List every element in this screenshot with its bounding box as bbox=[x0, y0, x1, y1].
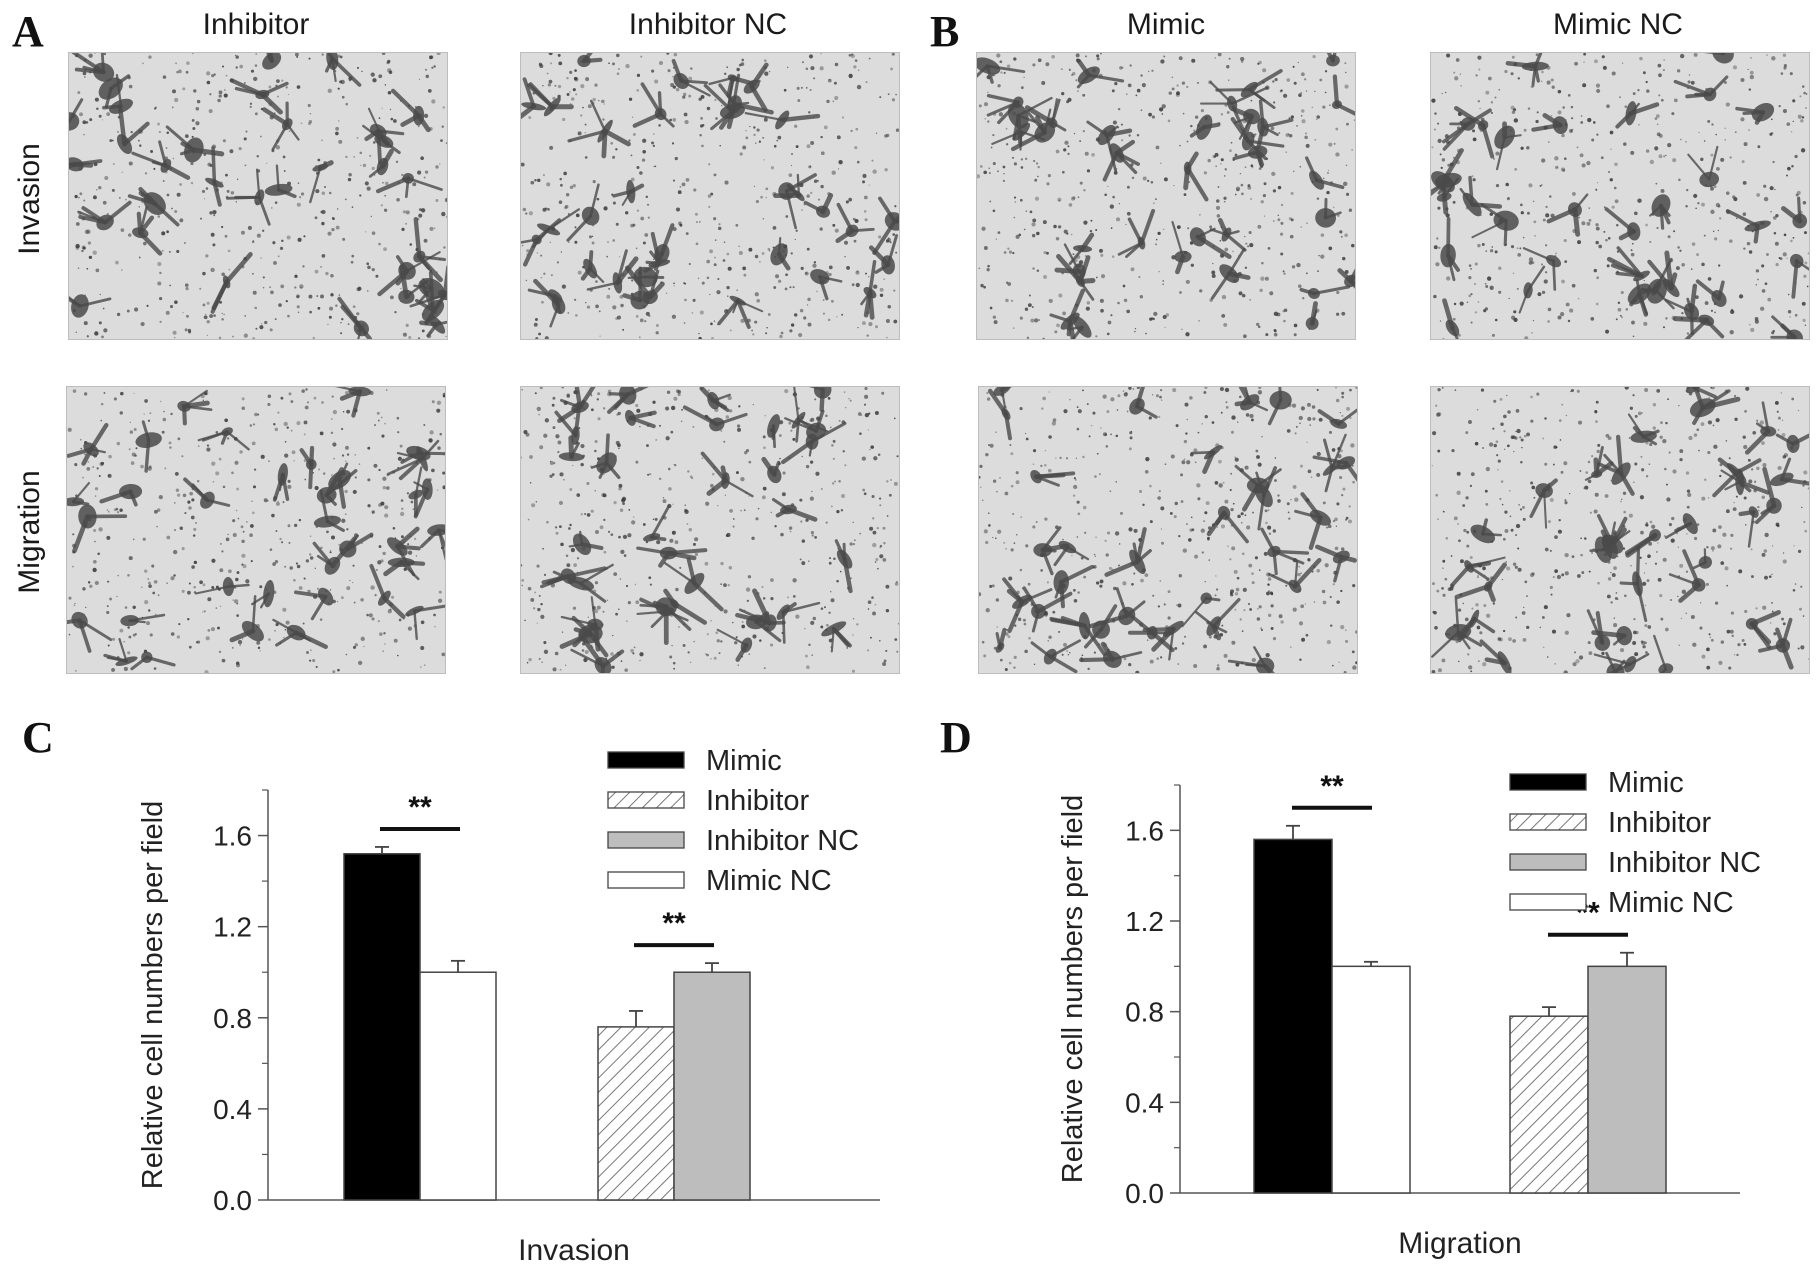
panel-letter-d: D bbox=[940, 713, 972, 762]
legend-label: Inhibitor NC bbox=[706, 825, 859, 857]
column-label-mimic: Mimic bbox=[1126, 8, 1206, 41]
bar-inhibitor bbox=[1509, 1015, 1589, 1194]
legend-swatch bbox=[607, 871, 685, 889]
micrograph-mimic-nc-migration bbox=[1430, 386, 1810, 674]
legend-label: Mimic NC bbox=[706, 865, 832, 897]
bar-inhibitor bbox=[597, 1026, 675, 1201]
y-tick-label: 1.2 bbox=[213, 912, 252, 943]
bar-mimic bbox=[343, 853, 421, 1201]
y-tick-label: 0.8 bbox=[213, 1003, 252, 1034]
x-axis-label: Invasion bbox=[518, 1234, 630, 1267]
row-label-migration: Migration bbox=[13, 470, 46, 594]
micrograph-inhibitor-nc-migration bbox=[520, 386, 900, 674]
legend-label: Inhibitor NC bbox=[1608, 847, 1761, 879]
legend-swatch bbox=[1509, 893, 1587, 911]
y-tick-label: 0.4 bbox=[1125, 1087, 1164, 1118]
panel-letter-a: A bbox=[12, 7, 44, 56]
micrograph-mimic-nc-invasion bbox=[1430, 52, 1810, 340]
x-axis-label: Migration bbox=[1398, 1227, 1521, 1260]
bar-chart-invasion: 0.0 0.4 0.8 1.2 1.6 Relative cell numbers per… bbox=[137, 745, 880, 1267]
y-tick-label: 0.4 bbox=[213, 1094, 252, 1125]
column-label-inhibitor-nc: Inhibitor NC bbox=[628, 8, 788, 41]
y-tick-label: 1.6 bbox=[1125, 815, 1164, 846]
row-label-invasion: Invasion bbox=[13, 143, 46, 255]
legend-label: Inhibitor bbox=[706, 785, 810, 817]
y-axis-label: Relative cell numbers per field bbox=[1057, 795, 1089, 1183]
y-tick-label: 0.0 bbox=[213, 1185, 252, 1216]
legend-label: Mimic bbox=[1608, 767, 1684, 799]
column-label-mimic-nc: Mimic NC bbox=[1553, 8, 1683, 41]
panel-letter-c: C bbox=[22, 713, 54, 762]
bar-mimic-nc bbox=[419, 971, 497, 1201]
y-tick-label: 0.8 bbox=[1125, 997, 1164, 1028]
micrograph-mimic-migration bbox=[978, 386, 1358, 674]
legend-swatch bbox=[607, 791, 685, 809]
legend-swatch bbox=[1509, 853, 1587, 871]
significance-label: ** bbox=[1320, 770, 1344, 803]
bar-inhibitor-nc bbox=[673, 971, 751, 1201]
legend-swatch bbox=[1509, 813, 1587, 831]
bar-mimic-nc bbox=[1331, 965, 1411, 1194]
y-tick-label: 1.2 bbox=[1125, 906, 1164, 937]
micrograph-inhibitor-invasion bbox=[68, 52, 448, 340]
significance-label: ** bbox=[408, 791, 432, 824]
column-label-inhibitor: Inhibitor bbox=[202, 8, 310, 41]
micrograph-inhibitor-nc-invasion bbox=[520, 52, 900, 340]
y-tick-label: 1.6 bbox=[213, 821, 252, 852]
legend-swatch bbox=[607, 831, 685, 849]
legend-swatch bbox=[607, 751, 685, 769]
y-axis-label: Relative cell numbers per field bbox=[137, 801, 169, 1189]
legend-label: Inhibitor bbox=[1608, 807, 1712, 839]
y-tick-label: 0.0 bbox=[1125, 1178, 1164, 1209]
bar-inhibitor-nc bbox=[1587, 965, 1667, 1194]
micrograph-inhibitor-migration bbox=[66, 386, 446, 674]
micrograph-mimic-invasion bbox=[976, 52, 1356, 340]
legend-label: Mimic bbox=[706, 745, 782, 777]
panel-letter-b: B bbox=[930, 7, 960, 56]
bar-chart-migration: 0.0 0.4 0.8 1.2 1.6 Relative cell numbers per… bbox=[1057, 767, 1761, 1260]
legend-label: Mimic NC bbox=[1608, 887, 1734, 919]
legend-swatch bbox=[1509, 773, 1587, 791]
bar-mimic bbox=[1253, 838, 1333, 1194]
significance-label: ** bbox=[662, 907, 686, 940]
